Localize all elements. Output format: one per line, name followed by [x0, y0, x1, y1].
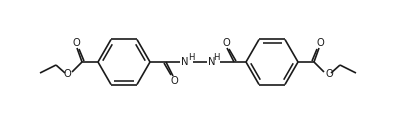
Text: O: O: [72, 38, 80, 48]
Text: O: O: [222, 38, 230, 48]
Text: O: O: [170, 76, 178, 86]
Text: N: N: [208, 57, 216, 67]
Text: H: H: [213, 52, 219, 62]
Text: H: H: [188, 52, 194, 62]
Text: O: O: [63, 69, 71, 79]
Text: O: O: [325, 69, 333, 79]
Text: O: O: [316, 38, 324, 48]
Text: N: N: [181, 57, 189, 67]
